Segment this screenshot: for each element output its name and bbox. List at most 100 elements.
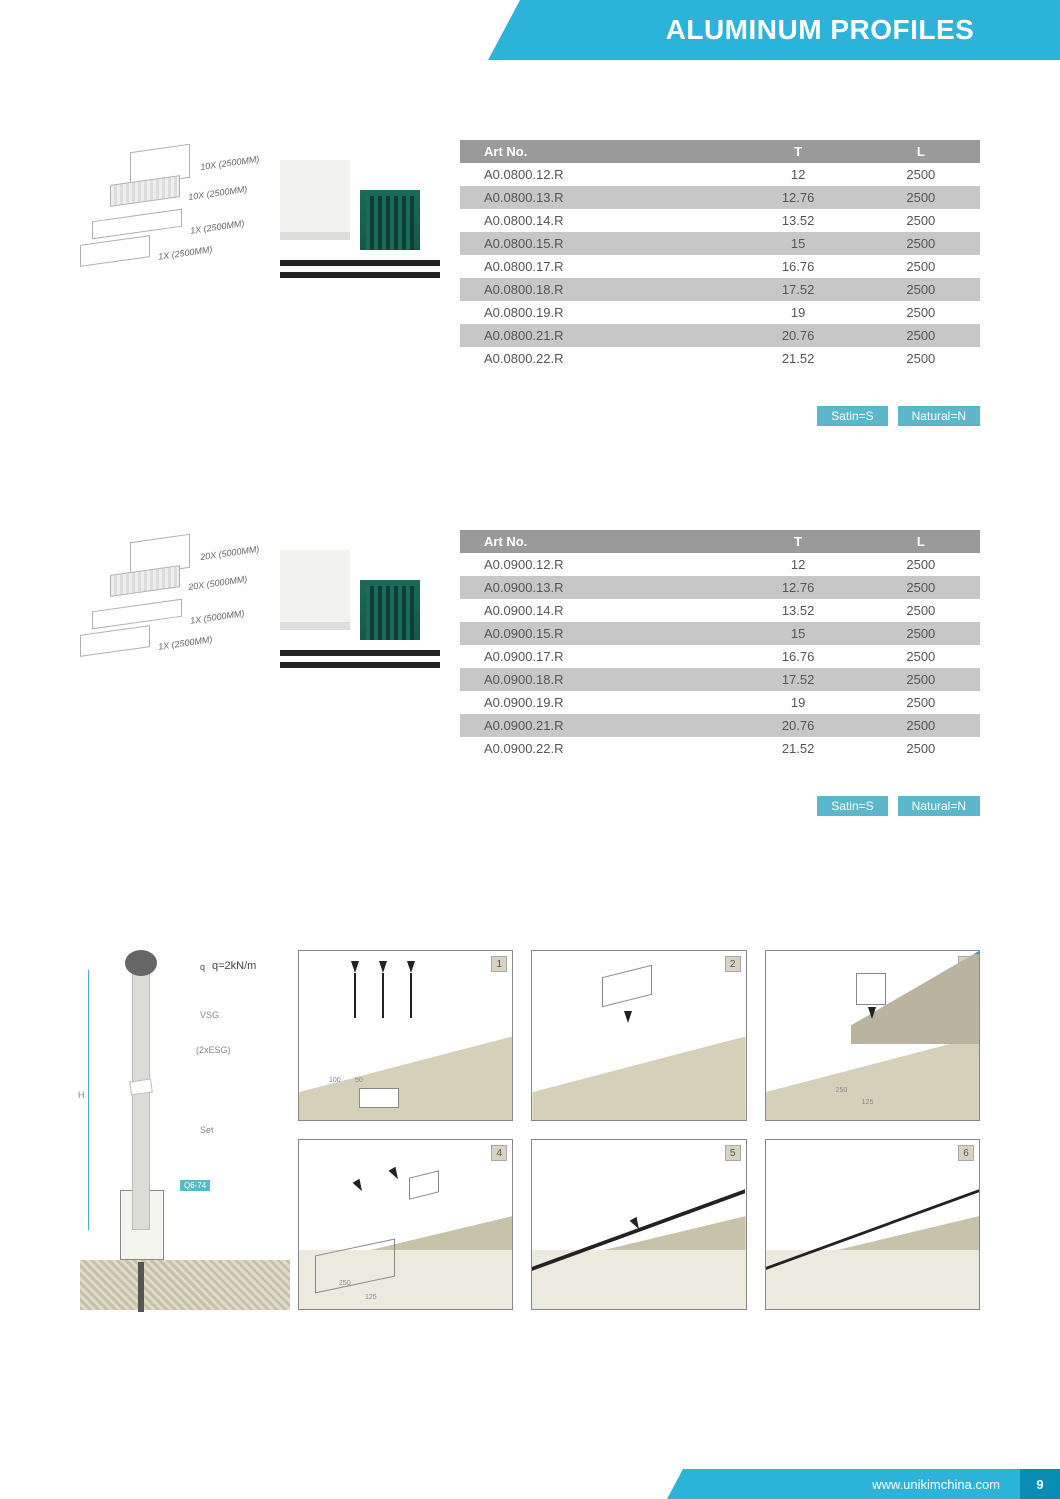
table-cell: 12.76	[735, 186, 862, 209]
profile-part-b	[360, 190, 420, 250]
table-row: A0.0900.15.R152500	[460, 622, 980, 645]
section2-left: 20X (5000MM) 20X (5000MM) 1X (5000MM) 1X…	[80, 530, 460, 790]
section1-profile-glyphs	[280, 160, 430, 310]
table-row: A0.0800.18.R17.522500	[460, 278, 980, 301]
p-dim: 100	[329, 1077, 341, 1084]
arrow-icon	[407, 961, 415, 973]
profile-bar	[280, 272, 440, 278]
legend-satin: Satin=S	[817, 796, 887, 816]
table-cell: 2500	[862, 737, 980, 760]
iso-part	[80, 625, 150, 657]
section2-legend: Satin=S Natural=N	[817, 796, 980, 816]
footer-skew	[667, 1469, 733, 1499]
table-cell: 16.76	[735, 645, 862, 668]
table-row: A0.0800.15.R152500	[460, 232, 980, 255]
section2-profile-glyphs	[280, 550, 430, 700]
header-banner: ALUMINUM PROFILES	[520, 0, 1060, 60]
table-cell: 2500	[862, 553, 980, 576]
table-cell: 2500	[862, 576, 980, 599]
p-detail-box	[359, 1088, 399, 1108]
p-screw	[410, 973, 412, 1018]
table-cell: 2500	[862, 232, 980, 255]
profile-bar	[280, 260, 440, 266]
profile-bar	[280, 662, 440, 668]
table-cell: 13.52	[735, 209, 862, 232]
table-cell: 2500	[862, 324, 980, 347]
table-cell: 15	[735, 622, 862, 645]
table-row: A0.0800.12.R122500	[460, 163, 980, 186]
install-panel-6: 6	[765, 1139, 980, 1310]
xs-q-formula: q=2kN/m	[212, 960, 256, 972]
table-cell: A0.0900.18.R	[460, 668, 735, 691]
table-cell: A0.0900.22.R	[460, 737, 735, 760]
table-cell: 19	[735, 691, 862, 714]
table-row: A0.0800.21.R20.762500	[460, 324, 980, 347]
table-cell: 2500	[862, 668, 980, 691]
table-row: A0.0900.12.R122500	[460, 553, 980, 576]
table-row: A0.0800.17.R16.762500	[460, 255, 980, 278]
iso-part	[92, 209, 182, 240]
table-header: Art No.	[460, 140, 735, 163]
install-panel-3: 3 250 125	[765, 950, 980, 1121]
table-cell: 2500	[862, 347, 980, 370]
table-cell: 17.52	[735, 278, 862, 301]
iso-part	[92, 599, 182, 630]
iso-label: 1X (2500MM)	[158, 244, 213, 261]
table-row: A0.0900.22.R21.522500	[460, 737, 980, 760]
table-cell: A0.0800.14.R	[460, 209, 735, 232]
section-2: 20X (5000MM) 20X (5000MM) 1X (5000MM) 1X…	[80, 530, 980, 790]
table-cell: 12.76	[735, 576, 862, 599]
xs-esg: (2xESG)	[196, 1045, 231, 1055]
p-insert	[856, 973, 886, 1005]
table-row: A0.0800.19.R192500	[460, 301, 980, 324]
section-1: 10X (2500MM) 10X (2500MM) 1X (2500MM) 1X…	[80, 140, 980, 400]
table-cell: 19	[735, 301, 862, 324]
table-row: A0.0900.21.R20.762500	[460, 714, 980, 737]
section1-legend: Satin=S Natural=N	[817, 406, 980, 426]
iso-part	[80, 235, 150, 267]
table-cell: 2500	[862, 301, 980, 324]
arrow-icon	[379, 961, 387, 973]
iso-label: 10X (2500MM)	[200, 154, 260, 172]
p-insert	[409, 1170, 439, 1199]
table-cell: A0.0800.12.R	[460, 163, 735, 186]
table-cell: A0.0800.13.R	[460, 186, 735, 209]
profile-part-b	[360, 580, 420, 640]
table-cell: A0.0900.21.R	[460, 714, 735, 737]
table-row: A0.0800.22.R21.522500	[460, 347, 980, 370]
iso-label: 1X (5000MM)	[190, 608, 245, 625]
table-header: L	[862, 530, 980, 553]
table-cell: A0.0900.13.R	[460, 576, 735, 599]
iso-label: 1X (2500MM)	[190, 218, 245, 235]
xs-dimline	[88, 970, 89, 1230]
table-cell: 2500	[862, 622, 980, 645]
table-row: A0.0800.14.R13.522500	[460, 209, 980, 232]
install-panels-grid: 1 100 50 2	[298, 950, 980, 1310]
table-cell: A0.0800.21.R	[460, 324, 735, 347]
table-cell: 2500	[862, 163, 980, 186]
table-row: A0.0900.17.R16.762500	[460, 645, 980, 668]
table-cell: 2500	[862, 278, 980, 301]
xs-q-small: q	[200, 962, 205, 972]
section1-left: 10X (2500MM) 10X (2500MM) 1X (2500MM) 1X…	[80, 140, 460, 400]
table-cell: 21.52	[735, 737, 862, 760]
xs-vsg: VSG	[200, 1010, 219, 1020]
p-screw	[354, 973, 356, 1018]
p-dim: 125	[862, 1099, 874, 1106]
p-dim: 250	[836, 1087, 848, 1094]
footer-url: www.unikimchina.com	[872, 1477, 1020, 1492]
table-header: L	[862, 140, 980, 163]
table-cell: A0.0800.17.R	[460, 255, 735, 278]
section1-iso-diagram: 10X (2500MM) 10X (2500MM) 1X (2500MM) 1X…	[80, 140, 260, 320]
install-panel-1: 1 100 50	[298, 950, 513, 1121]
table-row: A0.0900.19.R192500	[460, 691, 980, 714]
table-cell: 20.76	[735, 324, 862, 347]
legend-natural: Natural=N	[898, 796, 980, 816]
table-cell: A0.0800.19.R	[460, 301, 735, 324]
header-main: ALUMINUM PROFILES	[580, 0, 1060, 60]
table-cell: A0.0900.14.R	[460, 599, 735, 622]
xs-glass	[132, 960, 150, 1230]
profile-part-a	[280, 550, 350, 630]
page: ALUMINUM PROFILES 10X (2500MM) 10X (2500…	[0, 0, 1060, 1499]
install-panel-5: 5	[531, 1139, 746, 1310]
